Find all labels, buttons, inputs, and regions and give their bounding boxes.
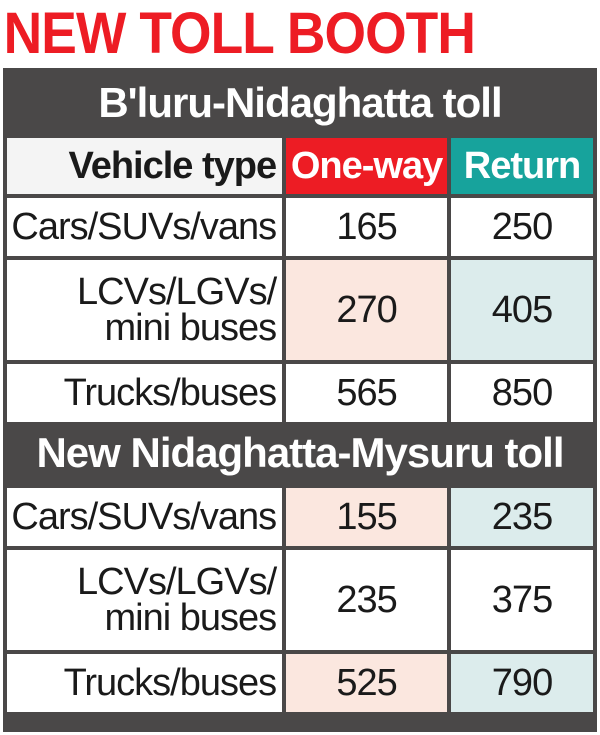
vehicle-type-cell: Trucks/buses [7,654,283,712]
one-way-cell: 235 [286,550,447,650]
one-way-cell: 525 [286,654,447,712]
table-row: LCVs/LGVs/ mini buses 270 405 [7,260,593,360]
chart-title: NEW TOLL BOOTH [3,1,476,66]
return-cell: 790 [451,654,593,712]
toll-table: B'luru-Nidaghatta toll Vehicle type One-… [3,68,597,732]
column-header-vehicle-type: Vehicle type [7,138,283,194]
table-row: Cars/SUVs/vans 165 250 [7,198,593,256]
return-cell: 405 [451,260,593,360]
vehicle-type-cell: Cars/SUVs/vans [7,198,283,256]
vehicle-type-cell: Cars/SUVs/vans [7,488,283,546]
return-cell: 235 [451,488,593,546]
column-header-row: Vehicle type One-way Return [7,138,593,194]
return-cell: 375 [451,550,593,650]
one-way-cell: 165 [286,198,447,256]
one-way-cell: 270 [286,260,447,360]
section-heading-1: B'luru-Nidaghatta toll [98,79,502,126]
return-cell: 250 [451,198,593,256]
section-heading-2: New Nidaghatta-Mysuru toll [36,429,564,476]
table-row: Cars/SUVs/vans 155 235 [7,488,593,546]
table-row: Trucks/buses 565 850 [7,364,593,422]
vehicle-type-cell: LCVs/LGVs/ mini buses [7,260,283,360]
table-row: Trucks/buses 525 790 [7,654,593,712]
one-way-cell: 565 [286,364,447,422]
return-cell: 850 [451,364,593,422]
table-row: LCVs/LGVs/ mini buses 235 375 [7,550,593,650]
column-header-one-way: One-way [286,138,447,194]
vehicle-type-cell: LCVs/LGVs/ mini buses [7,550,283,650]
one-way-cell: 155 [286,488,447,546]
vehicle-type-cell: Trucks/buses [7,364,283,422]
column-header-return: Return [451,138,593,194]
